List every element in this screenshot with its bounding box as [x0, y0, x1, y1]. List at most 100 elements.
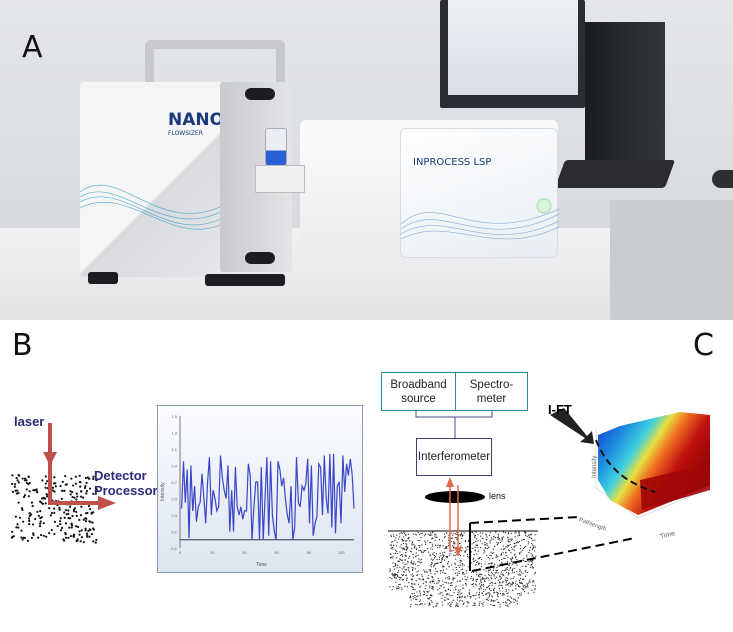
instrument-photo: INPROCESS LSP NANO FLOWSIZER — [0, 0, 733, 320]
data-point — [238, 514, 240, 516]
broadband-source-box: Broadband source — [381, 372, 456, 411]
beam-up-arrow-icon — [446, 477, 454, 487]
data-point — [190, 465, 192, 466]
data-point — [266, 456, 268, 458]
data-point — [305, 483, 307, 484]
spectrometer-box: Spectro-meter — [455, 372, 528, 411]
data-point — [324, 455, 325, 456]
data-point — [210, 514, 212, 516]
data-point — [283, 477, 284, 479]
data-point — [272, 514, 273, 516]
data-point — [214, 498, 216, 499]
data-point — [185, 502, 186, 503]
nano-flowsizer-device: NANO FLOWSIZER — [80, 82, 230, 277]
data-point — [251, 539, 253, 541]
data-point — [346, 463, 347, 465]
data-point — [244, 510, 245, 512]
connector-lines — [415, 410, 493, 438]
data-point — [253, 506, 255, 508]
laser-label: laser — [14, 414, 45, 429]
data-point — [203, 498, 205, 499]
data-point — [307, 458, 308, 460]
data-point — [236, 506, 238, 508]
data-point — [286, 514, 288, 516]
data-point — [277, 461, 279, 462]
x-tick-label: 60 — [274, 550, 279, 555]
data-point — [285, 498, 286, 499]
intensity-series-line — [181, 453, 355, 540]
spectrometer-line2: meter — [476, 392, 507, 405]
x-tick-label: 80 — [307, 550, 312, 555]
data-point — [225, 498, 227, 499]
data-point — [303, 489, 305, 491]
data-point — [181, 508, 182, 509]
data-point — [233, 531, 234, 532]
y-tick-label: -0.1 — [170, 546, 178, 551]
data-point — [207, 481, 208, 483]
data-point — [349, 458, 351, 460]
sample-vial — [265, 128, 287, 166]
y-tick-label: 0.9 — [171, 464, 177, 469]
foot — [205, 274, 285, 286]
panel-label-a: A — [22, 30, 43, 65]
data-point — [246, 510, 247, 512]
wave-decoration — [400, 198, 560, 240]
data-point — [222, 477, 223, 479]
data-point — [227, 465, 229, 466]
x-tick-label: 40 — [242, 550, 247, 555]
flowsizer-logo: FLOWSIZER — [168, 130, 203, 137]
data-point — [196, 521, 197, 522]
oct-schematic — [388, 408, 711, 608]
y-tick-label: 1.1 — [171, 447, 177, 452]
data-point — [235, 466, 236, 468]
data-point — [183, 461, 184, 462]
handle — [145, 40, 285, 90]
y-tick-label: 0.7 — [171, 480, 177, 485]
scattering-schematic — [10, 423, 116, 544]
data-point — [273, 531, 275, 532]
data-point — [292, 539, 294, 541]
y-tick-label: 0.3 — [171, 513, 177, 518]
data-point — [340, 522, 342, 524]
laser-path — [48, 423, 98, 505]
data-point — [281, 485, 283, 487]
data-point — [311, 465, 312, 466]
data-point — [268, 535, 270, 536]
data-point — [329, 453, 331, 455]
data-point — [337, 485, 338, 487]
data-point — [325, 498, 327, 499]
mouse — [712, 170, 733, 188]
monitor-screen — [448, 0, 578, 95]
plot3d-z-label: Intensity — [592, 455, 598, 478]
data-point — [199, 502, 201, 503]
broadband-line1: Broadband — [390, 378, 447, 391]
data-point — [353, 508, 355, 509]
knob — [245, 252, 275, 264]
data-point — [262, 539, 264, 541]
data-point — [255, 481, 257, 483]
detector-label: Detector — [94, 468, 147, 483]
data-point — [316, 516, 318, 517]
data-point — [220, 455, 221, 456]
arrow-down-icon — [43, 452, 57, 466]
data-point — [279, 469, 281, 470]
data-point — [240, 506, 242, 508]
zoom-dashed-lines — [469, 516, 636, 572]
data-point — [290, 485, 292, 487]
data-point — [261, 466, 262, 468]
ift-arrow-icon — [550, 408, 594, 444]
lens-shape — [425, 491, 485, 503]
data-point — [197, 506, 199, 508]
inprocess-lsp-front: INPROCESS LSP — [400, 128, 560, 258]
data-point — [301, 485, 303, 487]
data-point — [223, 489, 225, 491]
data-point — [192, 510, 194, 512]
computer-tower — [585, 22, 665, 170]
data-point — [231, 489, 232, 491]
x-tick-label: 100 — [338, 550, 345, 555]
data-point — [216, 510, 218, 512]
data-point — [314, 522, 316, 524]
data-point — [348, 475, 349, 476]
data-point — [298, 502, 299, 503]
keyboard — [554, 160, 676, 188]
